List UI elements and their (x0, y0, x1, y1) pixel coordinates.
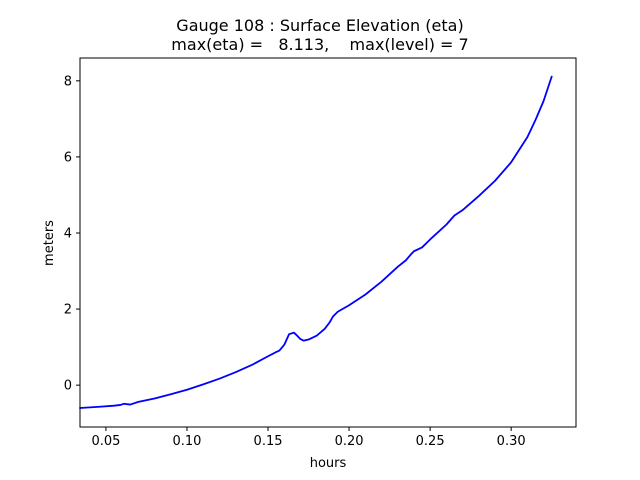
x-axis-label: hours (310, 456, 347, 471)
y-tick-label: 2 (64, 303, 72, 318)
x-tick-label: 0.25 (416, 434, 445, 449)
chart-subtitle: max(eta) = 8.113, max(level) = 7 (171, 35, 468, 54)
x-tick-label: 0.15 (254, 434, 283, 449)
y-tick-label: 6 (64, 150, 72, 165)
axes-frame (79, 57, 577, 428)
y-tick-label: 0 (64, 379, 72, 394)
chart-title: Gauge 108 : Surface Elevation (eta) (176, 16, 463, 35)
x-tick-label: 0.30 (497, 434, 526, 449)
y-tick-label: 8 (64, 74, 72, 89)
series-line-0 (79, 75, 553, 409)
y-axis-ticks: 0 2 4 6 8 (64, 74, 80, 394)
y-axis-label: meters (42, 220, 57, 266)
plot-area (79, 75, 553, 409)
x-tick-label: 0.05 (91, 434, 120, 449)
x-tick-label: 0.20 (335, 434, 364, 449)
x-axis-ticks: 0.05 0.10 0.15 0.20 0.25 0.30 (91, 427, 526, 449)
y-tick-label: 4 (64, 226, 72, 241)
x-tick-label: 0.10 (173, 434, 202, 449)
